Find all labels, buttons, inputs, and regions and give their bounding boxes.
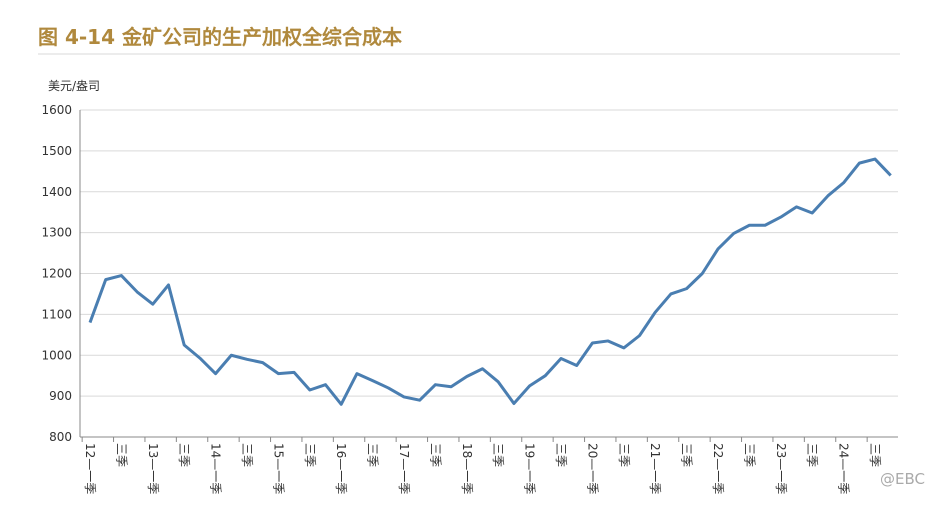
x-tick-label: 21—一季: [648, 443, 662, 494]
chart-title: 图 4-14 金矿公司的生产加权全综合成本: [38, 25, 402, 49]
y-tick-label: 1000: [41, 348, 72, 362]
x-tick-label: 13—一季: [146, 443, 160, 494]
y-tick-label: 900: [49, 389, 72, 403]
y-tick-label: 1300: [41, 226, 72, 240]
x-tick-label: 19—一季: [523, 443, 537, 494]
x-tick-label: 三季: [617, 443, 631, 467]
x-tick-label: 三季: [868, 443, 882, 467]
y-axis-label: 美元/盎司: [48, 79, 100, 93]
y-tick-label: 1600: [41, 103, 72, 117]
x-tick-label: 三季: [240, 443, 254, 467]
x-tick-label: 三季: [491, 443, 505, 467]
x-tick-label: 三季: [114, 443, 128, 467]
x-tick-label: 12—一季: [83, 443, 97, 494]
x-tick-label: 24—一季: [837, 443, 851, 494]
x-tick-label: 三季: [177, 443, 191, 467]
y-tick-label: 800: [49, 430, 72, 444]
x-tick-label: 三季: [428, 443, 442, 467]
y-tick-label: 1400: [41, 185, 72, 199]
x-tick-label: 15—一季: [271, 443, 285, 494]
x-tick-label: 三季: [680, 443, 694, 467]
line: [88, 157, 892, 406]
x-tick-label: 14—一季: [209, 443, 223, 494]
x-tick-label: 三季: [366, 443, 380, 467]
x-tick-label: 23—一季: [774, 443, 788, 494]
x-tick-label: 三季: [805, 443, 819, 467]
x-tick-label: 16—一季: [334, 443, 348, 494]
y-tick-label: 1100: [41, 307, 72, 321]
watermark: @EBC: [880, 470, 925, 488]
x-tick-label: 18—一季: [460, 443, 474, 494]
x-tick-label: 17—一季: [397, 443, 411, 494]
x-tick-label: 三季: [554, 443, 568, 467]
x-tick-label: 三季: [303, 443, 317, 467]
x-tick-label: 20—一季: [585, 443, 599, 494]
x-tick-label: 22—一季: [711, 443, 725, 494]
x-tick-label: 三季: [742, 443, 756, 467]
y-tick-label: 1200: [41, 267, 72, 281]
y-tick-label: 1500: [41, 144, 72, 158]
